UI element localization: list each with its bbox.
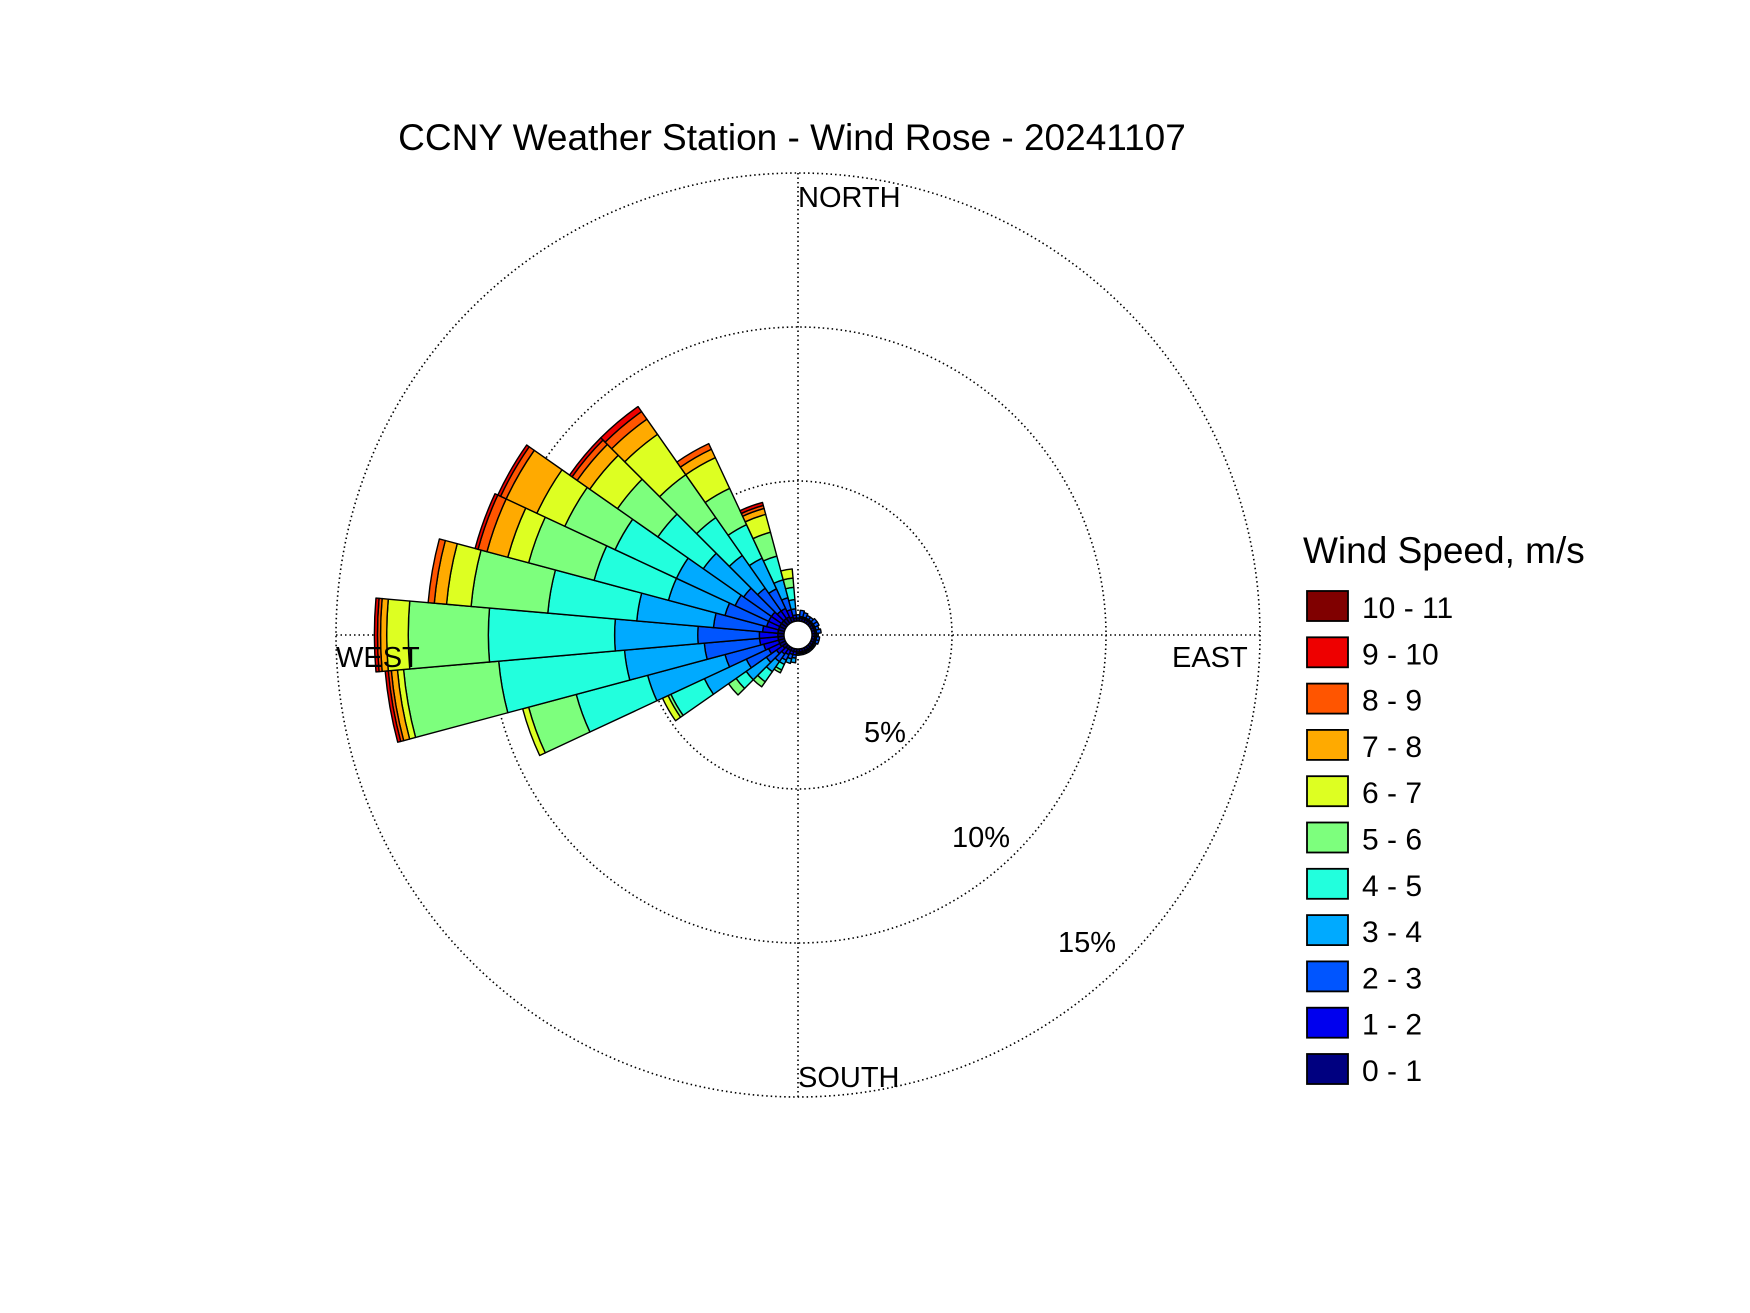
- radial-tick-label-10: 10%: [952, 822, 1010, 854]
- direction-label-south: SOUTH: [798, 1062, 900, 1094]
- legend-label: 1 - 2: [1362, 1009, 1422, 1042]
- sector-290-bin-9-10: [474, 493, 499, 550]
- sector-20-bin-2-3: [802, 611, 809, 619]
- sector-270-bin-5-6: [407, 600, 491, 670]
- legend-swatch: [1306, 1006, 1349, 1039]
- legend-swatch: [1306, 867, 1349, 900]
- sector-330-bin-8-9: [676, 442, 713, 468]
- legend-title: Wind Speed, m/s: [1303, 530, 1585, 571]
- legend-swatch: [1306, 775, 1349, 808]
- sector-320-bin-9-10: [600, 405, 643, 443]
- legend-label: 9 - 10: [1362, 638, 1439, 671]
- legend-label: 5 - 6: [1362, 824, 1422, 857]
- direction-label-north: NORTH: [798, 182, 901, 214]
- radial-tick-label-15: 15%: [1058, 927, 1116, 959]
- chart-title: CCNY Weather Station - Wind Rose - 20241…: [398, 117, 1186, 158]
- legend-label: 6 - 7: [1362, 777, 1422, 810]
- legend-label: 2 - 3: [1362, 962, 1422, 995]
- legend-label: 10 - 11: [1362, 592, 1453, 625]
- legend-label: 4 - 5: [1362, 870, 1422, 903]
- sector-350-bin-6-7: [780, 568, 794, 581]
- legend-swatch: [1306, 960, 1349, 993]
- sector-340-bin-9-10: [739, 501, 764, 515]
- sector-300-bin-9-10: [497, 444, 530, 498]
- wind-sectors: [373, 405, 822, 757]
- sector-280-bin-8-9: [427, 538, 447, 604]
- legend-swatch: [1306, 590, 1349, 622]
- center-hole: [783, 620, 813, 650]
- sector-270-bin-9-10: [373, 597, 380, 673]
- legend-label: 7 - 8: [1362, 731, 1422, 764]
- radial-tick-label-5: 5%: [864, 717, 906, 749]
- direction-label-east: EAST: [1172, 642, 1248, 674]
- legend-label: 8 - 9: [1362, 685, 1422, 718]
- direction-label-west: WEST: [336, 642, 420, 674]
- legend-swatch: [1306, 682, 1349, 715]
- legend-label: 0 - 1: [1362, 1055, 1422, 1088]
- legend-swatch: [1306, 1053, 1349, 1085]
- legend-swatch: [1306, 821, 1349, 854]
- sector-80-bin-2-3: [815, 628, 822, 635]
- legend-swatch: [1306, 729, 1349, 761]
- legend: Wind Speed, m/s 10 - 11 9 - 10 8 - 9 7 - 8 6…: [1303, 530, 1585, 1088]
- legend-swatch: [1306, 914, 1349, 946]
- grid-circle-5: [643, 480, 953, 790]
- legend-swatch: [1306, 636, 1349, 669]
- legend-label: 3 - 4: [1362, 916, 1422, 949]
